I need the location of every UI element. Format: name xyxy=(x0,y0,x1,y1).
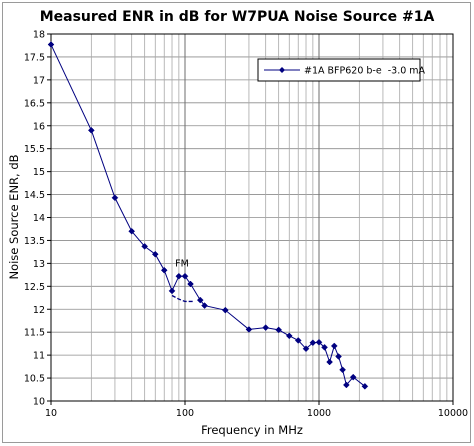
series-group xyxy=(47,41,369,390)
y-tick-label: 11.5 xyxy=(24,328,45,339)
grid-lines xyxy=(50,33,453,402)
data-point xyxy=(245,326,253,333)
y-tick-label: 13 xyxy=(33,259,45,270)
data-point xyxy=(349,373,357,381)
y-tick-label: 10.5 xyxy=(24,374,45,385)
y-tick-label: 14 xyxy=(33,213,45,224)
data-point xyxy=(361,382,369,390)
data-point xyxy=(309,339,317,347)
x-axis-ticks: 10 100 1000 10000 xyxy=(45,401,468,419)
y-tick-label: 15 xyxy=(33,167,45,178)
y-axis-ticks: 10 10.5 11 11.5 12 12.5 13 13.5 14 14.5 15 15.5 16 16… xyxy=(24,30,51,408)
x-tick-label: 10 xyxy=(45,408,57,419)
y-tick-label: 16 xyxy=(33,121,45,132)
y-tick-label: 13.5 xyxy=(24,236,45,247)
data-point xyxy=(321,343,328,351)
y-tick-label: 12.5 xyxy=(24,282,45,293)
y-tick-label: 15.5 xyxy=(24,144,45,155)
legend: #1A BFP620 b-e -3.0 mA xyxy=(257,58,426,82)
data-point xyxy=(221,306,229,314)
legend-entry-label: #1A BFP620 b-e -3.0 mA xyxy=(304,66,426,77)
data-point xyxy=(151,250,159,258)
data-point xyxy=(128,227,136,235)
y-tick-label: 18 xyxy=(33,30,45,41)
chart-title: Measured ENR in dB for W7PUA Noise Sourc… xyxy=(40,9,435,25)
annotations-group: FM xyxy=(171,258,194,303)
data-point xyxy=(342,381,350,389)
data-point xyxy=(47,41,55,48)
y-tick-label: 17.5 xyxy=(24,52,45,63)
y-tick-label: 10 xyxy=(33,397,45,408)
data-point xyxy=(335,353,342,360)
y-tick-label: 11 xyxy=(33,351,45,362)
data-point xyxy=(87,126,95,134)
data-point xyxy=(326,358,333,366)
data-point xyxy=(160,266,168,274)
x-tick-label: 100 xyxy=(176,408,194,419)
data-point xyxy=(315,338,323,346)
legend-box xyxy=(257,58,421,82)
data-point xyxy=(175,272,183,280)
data-point xyxy=(330,342,338,350)
data-point xyxy=(339,366,346,374)
data-point xyxy=(181,272,189,280)
legend-swatch-marker xyxy=(279,67,285,73)
data-point xyxy=(111,194,119,202)
data-point xyxy=(141,243,149,250)
annotation-curve xyxy=(171,294,194,303)
x-tick-label: 1000 xyxy=(307,408,331,419)
annotation-label: FM xyxy=(175,258,189,269)
data-point xyxy=(294,337,302,344)
data-point xyxy=(168,287,176,295)
x-tick-label: 10000 xyxy=(438,408,468,419)
data-point xyxy=(302,345,310,353)
data-point xyxy=(285,332,293,340)
x-axis-label: Frequency in MHz xyxy=(201,423,303,437)
series-line xyxy=(50,44,366,387)
y-tick-label: 12 xyxy=(33,305,45,316)
y-axis-label: Noise Source ENR, dB xyxy=(7,154,21,279)
y-tick-label: 14.5 xyxy=(24,190,45,201)
data-point xyxy=(262,324,270,331)
data-point xyxy=(201,302,208,309)
data-point xyxy=(187,280,194,288)
y-tick-label: 17 xyxy=(33,75,45,86)
y-tick-label: 16.5 xyxy=(24,98,45,109)
data-point xyxy=(275,326,283,334)
data-point xyxy=(196,296,204,304)
